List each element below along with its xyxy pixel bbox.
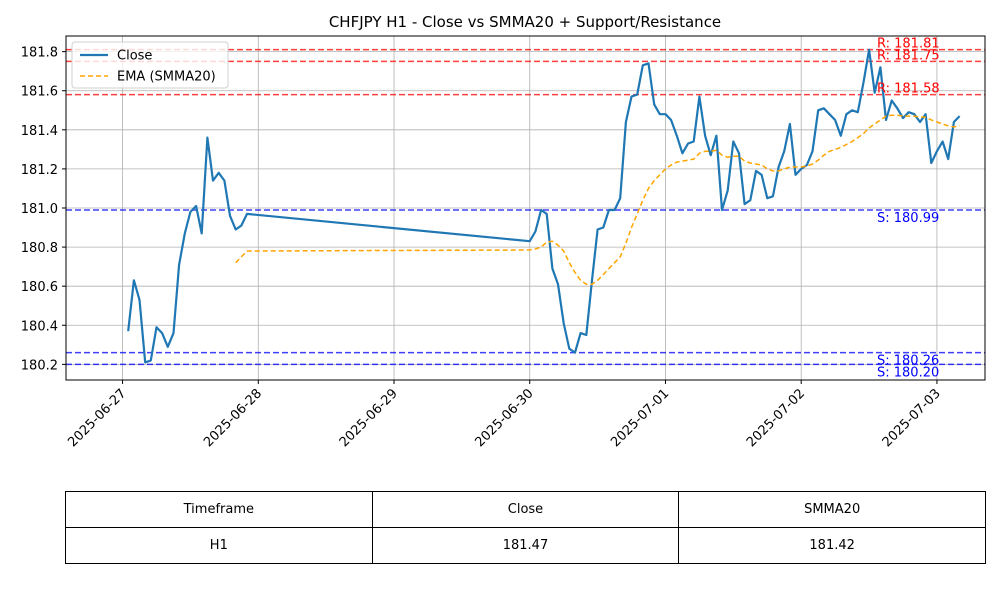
cell-timeframe: H1	[65, 527, 373, 564]
y-tick-label: 181.8	[21, 46, 58, 61]
table-row: H1 181.47 181.42	[65, 527, 986, 564]
x-tick-label: 2025-06-27	[65, 386, 129, 450]
x-tick-label: 2025-06-29	[337, 386, 401, 450]
y-tick-label: 180.8	[21, 241, 58, 256]
y-tick-label: 181.2	[21, 163, 58, 178]
y-tick-label: 181.6	[21, 85, 58, 100]
y-tick-label: 180.6	[21, 280, 58, 295]
support-level-label: S: 180.99	[877, 211, 939, 226]
cell-close: 181.47	[371, 527, 680, 564]
resistance-level-label: R: 181.58	[877, 82, 940, 97]
legend: Close EMA (SMMA20)	[71, 41, 229, 89]
smma20-line	[235, 114, 960, 285]
y-tick-label: 180.4	[21, 319, 58, 334]
support-level-label: S: 180.20	[877, 365, 939, 380]
x-tick-label: 2025-07-02	[744, 386, 808, 450]
y-tick-label: 181.0	[21, 202, 58, 217]
y-tick-label: 180.2	[21, 358, 58, 373]
series-lines	[127, 48, 961, 364]
close-line	[127, 48, 961, 364]
chart-title: CHFJPY H1 - Close vs SMMA20 + Support/Re…	[329, 13, 721, 31]
grid	[66, 36, 985, 380]
support-level-label: S: 180.26	[877, 354, 939, 369]
x-tick-label: 2025-07-03	[880, 386, 944, 450]
header-timeframe: Timeframe	[65, 491, 373, 528]
resistance-level-label: R: 181.81	[877, 37, 940, 52]
x-axis: 2025-06-27 2025-06-28 2025-06-29 2025-06-30…	[65, 380, 944, 450]
cell-smma20: 181.42	[678, 527, 986, 564]
x-tick-label: 2025-07-01	[608, 386, 672, 450]
table-header-row: Timeframe Close SMMA20	[65, 491, 986, 528]
legend-box	[71, 41, 229, 89]
price-chart: CHFJPY H1 - Close vs SMMA20 + Support/Re…	[21, 13, 986, 450]
y-tick-label: 181.4	[21, 124, 58, 139]
resistance-level-label: R: 181.75	[877, 48, 940, 63]
x-tick-label: 2025-06-30	[473, 386, 537, 450]
summary-table: Timeframe Close SMMA20 H1 181.47 181.42	[65, 491, 986, 564]
level-labels: R: 181.81R: 181.75 R: 181.58 S: 180.99 S: 1…	[877, 37, 940, 381]
x-tick-label: 2025-06-28	[201, 386, 265, 450]
header-close: Close	[371, 491, 680, 528]
y-axis: 180.2 180.4 180.6 180.8 181.0 181.2 181.4 181.6…	[21, 46, 66, 373]
legend-entry-label: Close	[117, 49, 152, 64]
legend-entry-label: EMA (SMMA20)	[117, 70, 216, 85]
header-smma20: SMMA20	[678, 491, 986, 528]
